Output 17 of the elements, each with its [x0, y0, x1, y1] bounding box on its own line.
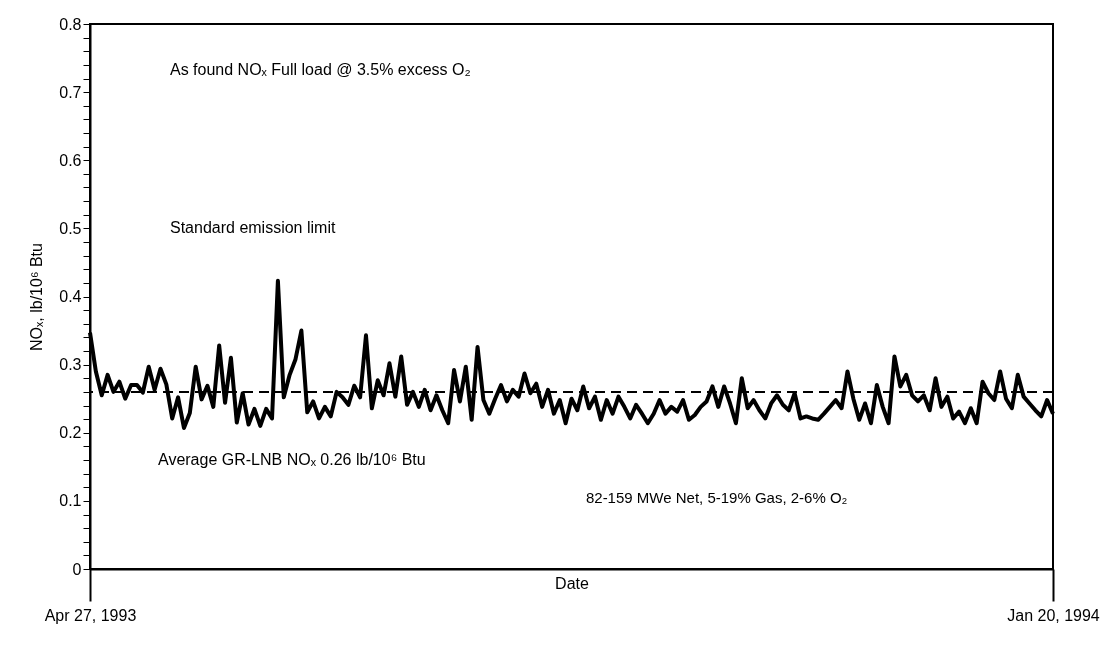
y-tick-label: 0.7 — [59, 83, 82, 101]
x-axis-title: Date — [555, 574, 589, 592]
y-tick-label: 0.5 — [59, 219, 82, 237]
y-tick-label: 0.8 — [59, 15, 82, 33]
y-tick-label: 0.6 — [59, 151, 82, 169]
y-tick-label: 0.1 — [59, 492, 82, 510]
x-tick-label: Apr 27, 1993 — [44, 606, 137, 624]
annotation: Standard emission limit — [170, 219, 336, 237]
y-axis-title: NOₓ, lb/10⁶ Btu — [28, 243, 46, 351]
x-tick-label: Jan 20, 1994 — [1007, 606, 1100, 624]
ref-line-label: Average GR-LNB NOₓ 0.26 lb/10⁶ Btu — [158, 450, 426, 468]
annotation: 82-159 MWe Net, 5-19% Gas, 2-6% O₂ — [585, 489, 848, 507]
annotation: As found NOₓ Full load @ 3.5% excess O₂ — [170, 61, 471, 79]
y-tick-label: 0.3 — [59, 356, 82, 374]
y-tick-label: 0.4 — [59, 288, 82, 305]
y-tick-label: 0.2 — [59, 424, 82, 442]
y-tick-label: 0 — [72, 560, 82, 578]
